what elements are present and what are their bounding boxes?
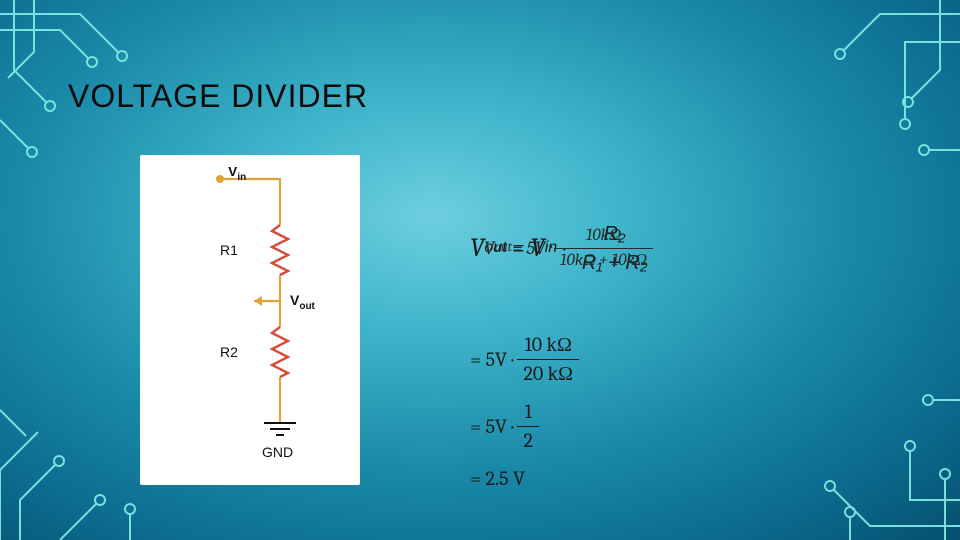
circuit-diagram: Vin R1 Vout R2 GND (140, 155, 360, 485)
slide-title: VOLTAGE DIVIDER (68, 78, 368, 115)
equation-substituted-overlay: Vout = 5V · 10kΩ 10kΩ + 10kΩ (484, 224, 657, 273)
equation-result: = 2.5 V (470, 465, 890, 493)
equation-step-2: = 5V · 1 2 (470, 398, 890, 455)
r2-label: R2 (220, 344, 238, 360)
svg-text:Vout: Vout (290, 292, 316, 312)
formula-block: Vout = Vin · R₂ R₁ + R₂ Vout = 5V · 10kΩ… (470, 220, 890, 503)
svg-text:Vin: Vin (228, 167, 246, 183)
r1-label: R1 (220, 242, 238, 258)
gnd-label: GND (262, 444, 293, 460)
equation-step-1: = 5V · 10 kΩ 20 kΩ (470, 331, 890, 388)
